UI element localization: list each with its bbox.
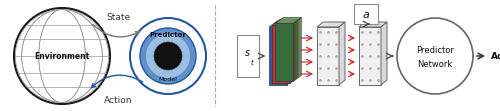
Polygon shape — [339, 22, 345, 85]
Text: Predictor: Predictor — [150, 32, 186, 38]
Text: Predictor: Predictor — [416, 46, 454, 55]
Circle shape — [140, 28, 196, 84]
Polygon shape — [359, 27, 381, 85]
Polygon shape — [294, 17, 302, 81]
Circle shape — [146, 34, 190, 78]
Polygon shape — [276, 23, 293, 81]
FancyBboxPatch shape — [237, 35, 259, 77]
Text: $t$: $t$ — [250, 57, 254, 67]
Polygon shape — [276, 17, 301, 23]
Polygon shape — [269, 21, 295, 27]
Polygon shape — [359, 22, 387, 27]
Polygon shape — [290, 19, 298, 83]
Circle shape — [130, 18, 206, 94]
Polygon shape — [272, 25, 290, 83]
Text: State: State — [106, 14, 130, 23]
Ellipse shape — [397, 18, 473, 94]
Circle shape — [14, 8, 110, 104]
Text: $s$: $s$ — [244, 48, 250, 58]
Polygon shape — [317, 27, 339, 85]
Text: Environment: Environment — [34, 52, 90, 60]
Circle shape — [154, 42, 182, 70]
Text: Action: Action — [491, 52, 500, 60]
Text: $a$: $a$ — [362, 10, 370, 20]
FancyArrowPatch shape — [92, 75, 143, 88]
Polygon shape — [381, 22, 387, 85]
FancyBboxPatch shape — [354, 4, 378, 24]
Polygon shape — [272, 19, 298, 25]
Polygon shape — [269, 27, 287, 85]
Polygon shape — [317, 22, 345, 27]
Polygon shape — [287, 21, 295, 85]
Text: Action: Action — [104, 95, 132, 104]
Text: Model: Model — [158, 77, 178, 82]
FancyArrowPatch shape — [93, 24, 140, 37]
Text: Network: Network — [418, 59, 452, 68]
